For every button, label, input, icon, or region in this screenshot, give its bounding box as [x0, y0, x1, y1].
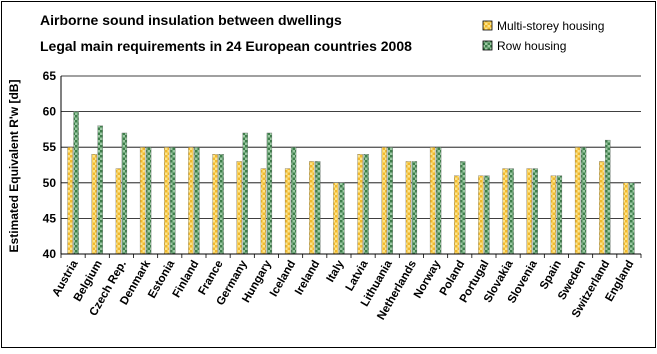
y-tick-label-50: 50 — [43, 176, 57, 190]
bar-row-housing-netherlands — [411, 161, 418, 255]
bar-row-housing-slovakia — [508, 168, 514, 255]
bar-multi-storey-england — [623, 182, 629, 255]
bar-row-housing-estonia — [170, 147, 176, 255]
bar-row-housing-czech-rep — [121, 132, 128, 255]
bar-multi-storey-portugal — [478, 175, 484, 255]
bar-row-housing-switzerland — [605, 139, 611, 255]
bar-row-housing-germany — [242, 132, 248, 255]
legend-swatch-multi-storey — [482, 20, 493, 31]
bar-row-housing-norway — [435, 147, 442, 255]
bar-multi-storey-poland — [454, 175, 460, 255]
legend: Multi-storey housing Row housing — [482, 19, 604, 53]
legend-label-row-housing: Row housing — [497, 39, 566, 53]
y-tick-label-55: 55 — [43, 140, 57, 154]
bar-row-housing-latvia — [363, 154, 369, 255]
bar-multi-storey-ireland — [309, 161, 315, 255]
legend-label-multi-storey: Multi-storey housing — [497, 19, 604, 33]
bar-multi-storey-switzerland — [599, 161, 605, 255]
bar-row-housing-italy — [339, 182, 345, 255]
bar-multi-storey-czech-rep — [115, 168, 122, 255]
bar-row-housing-england — [629, 182, 635, 255]
axes — [60, 76, 642, 258]
bar-multi-storey-sweden — [574, 147, 581, 255]
bar-row-housing-slovenia — [532, 168, 538, 255]
bar-multi-storey-finland — [188, 147, 194, 255]
bar-row-housing-portugal — [484, 175, 490, 255]
bar-multi-storey-lithuania — [381, 147, 387, 255]
bar-row-housing-ireland — [315, 161, 321, 255]
bar-multi-storey-france — [212, 154, 218, 255]
bar-multi-storey-spain — [550, 175, 557, 255]
bar-multi-storey-netherlands — [405, 161, 412, 255]
bar-multi-storey-slovenia — [526, 168, 532, 255]
bar-row-housing-hungary — [266, 132, 273, 255]
bar-multi-storey-italy — [333, 182, 339, 255]
bar-multi-storey-slovakia — [502, 168, 508, 255]
bars — [67, 111, 635, 255]
bar-row-housing-denmark — [145, 147, 152, 255]
bar-multi-storey-latvia — [357, 154, 363, 255]
bar-row-housing-spain — [556, 175, 563, 255]
y-tick-labels: 40 45 50 55 60 65 — [43, 69, 57, 261]
bar-row-housing-poland — [460, 161, 466, 255]
bar-multi-storey-norway — [429, 147, 436, 255]
y-tick-label-60: 60 — [43, 105, 57, 119]
chart-subtitle: Legal main requirements in 24 European c… — [40, 38, 412, 54]
bar-multi-storey-belgium — [91, 154, 97, 255]
bar-multi-storey-hungary — [260, 168, 267, 255]
bar-row-housing-lithuania — [387, 147, 393, 255]
chart-title: Airborne sound insulation between dwelli… — [40, 12, 342, 28]
bar-multi-storey-austria — [67, 147, 73, 255]
bar-row-housing-france — [218, 154, 224, 255]
bar-row-housing-finland — [194, 147, 200, 255]
bar-row-housing-belgium — [97, 125, 103, 255]
chart-frame — [1, 1, 656, 348]
y-tick-label-65: 65 — [43, 69, 57, 83]
y-tick-label-45: 45 — [43, 211, 57, 225]
bar-multi-storey-denmark — [139, 147, 146, 255]
bar-multi-storey-estonia — [164, 147, 170, 255]
bar-multi-storey-germany — [236, 161, 242, 255]
bar-row-housing-sweden — [580, 147, 587, 255]
bar-row-housing-iceland — [290, 147, 297, 255]
y-tick-label-40: 40 — [43, 247, 57, 261]
y-axis-label: Estimated Equivalent R'w [dB] — [7, 80, 21, 253]
bar-row-housing-austria — [73, 111, 79, 255]
bar-multi-storey-iceland — [284, 168, 291, 255]
legend-swatch-row-housing — [482, 40, 493, 51]
